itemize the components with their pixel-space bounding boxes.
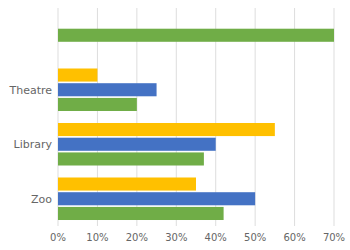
bar bbox=[58, 98, 137, 111]
x-tick-label: 10% bbox=[86, 232, 108, 243]
x-tick-label: 0% bbox=[50, 232, 66, 243]
bar bbox=[58, 83, 157, 96]
bar bbox=[58, 152, 204, 165]
x-tick-label: 50% bbox=[244, 232, 266, 243]
chart-container: 0% 10% 20% 30% 40% 50% 60% 70% Theatre Library Zoo bbox=[0, 0, 350, 250]
y-tick-label: Theatre bbox=[8, 84, 52, 97]
x-tick-label: 20% bbox=[126, 232, 148, 243]
bar bbox=[58, 192, 255, 205]
y-tick-label: Library bbox=[14, 138, 53, 151]
bars bbox=[58, 29, 334, 220]
bar bbox=[58, 138, 216, 151]
x-tick-label: 70% bbox=[323, 232, 345, 243]
chart: 0% 10% 20% 30% 40% 50% 60% 70% Theatre Library Zoo bbox=[0, 0, 350, 250]
x-tick-label: 40% bbox=[205, 232, 227, 243]
x-tick-label: 60% bbox=[283, 232, 305, 243]
bar bbox=[58, 207, 224, 220]
bar bbox=[58, 29, 334, 42]
bar bbox=[58, 68, 97, 81]
x-tick-label: 30% bbox=[165, 232, 187, 243]
grid bbox=[58, 8, 334, 226]
bar bbox=[58, 177, 196, 190]
y-axis: Theatre Library Zoo bbox=[8, 84, 52, 206]
bar bbox=[58, 123, 275, 136]
x-axis: 0% 10% 20% 30% 40% 50% 60% 70% bbox=[50, 232, 345, 243]
y-tick-label: Zoo bbox=[31, 193, 52, 206]
